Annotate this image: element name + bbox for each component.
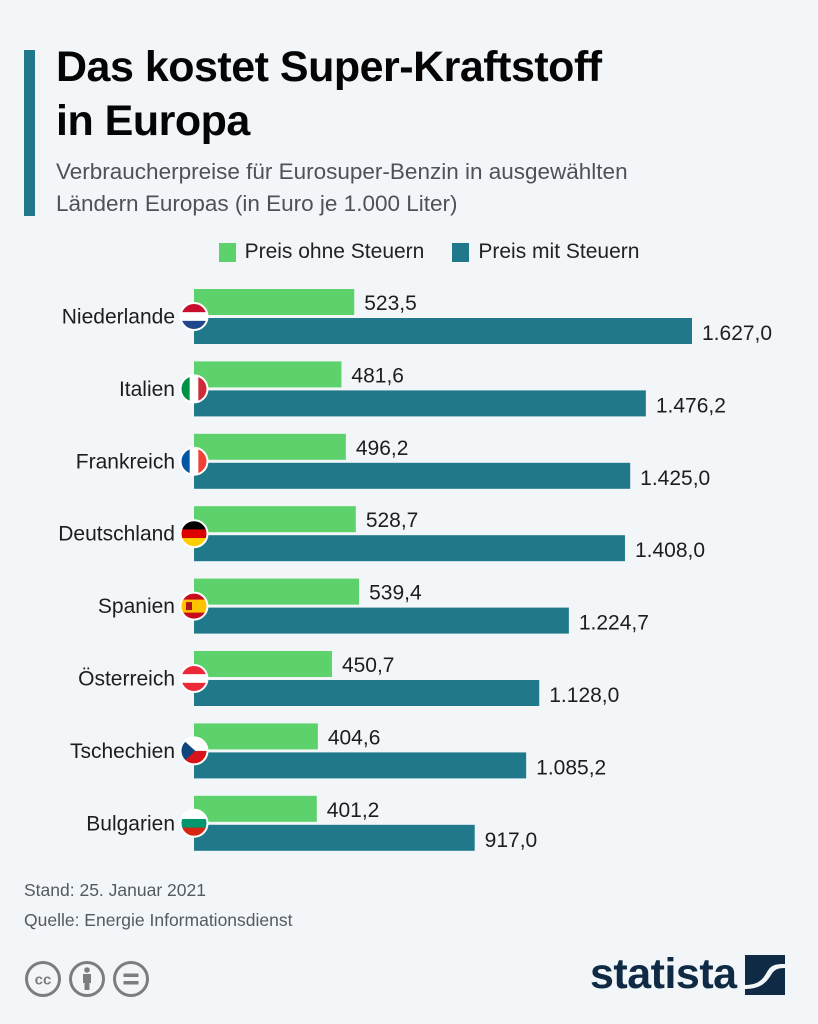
- value-label-mit-steuern: 1.085,2: [536, 756, 606, 779]
- value-label-ohne-steuern: 528,7: [366, 509, 419, 532]
- value-label-ohne-steuern: 539,4: [369, 582, 422, 605]
- bar-group: 481,6 1.476,2 Italien: [119, 361, 726, 417]
- title-line-2: in Europa: [56, 97, 250, 145]
- subtitle-line-1: Verbraucherpreise für Eurosuper-Benzin i…: [56, 159, 628, 184]
- statista-logo-icon: [744, 954, 785, 995]
- bar-group: 404,6 1.085,2 Tschechien: [70, 723, 606, 779]
- value-label-ohne-steuern: 496,2: [356, 437, 409, 460]
- flag-czechia-icon: [181, 737, 207, 764]
- legend-label-mit-steuern: Preis mit Steuern: [478, 240, 640, 263]
- chart-title: Das kostet Super-Kraftstoff in Europa: [56, 40, 796, 148]
- flag-border: [179, 591, 209, 621]
- bar-ohne-steuern: [194, 723, 318, 750]
- flag-border: [179, 446, 209, 476]
- flag-border: [179, 808, 209, 838]
- value-label-mit-steuern: 1.627,0: [702, 322, 772, 345]
- flag-border: [179, 519, 209, 549]
- value-label-ohne-steuern: 404,6: [328, 726, 381, 749]
- bar-mit-steuern: [194, 752, 527, 779]
- legend-swatch-mit-steuern: [452, 242, 470, 262]
- value-label-ohne-steuern: 450,7: [342, 654, 395, 677]
- bar-ohne-steuern: [194, 289, 355, 315]
- category-label: Österreich: [78, 668, 175, 691]
- bar-group: 539,4 1.224,7 Spanien: [98, 578, 649, 635]
- category-label: Frankreich: [76, 450, 175, 473]
- value-label-mit-steuern: 1.128,0: [549, 684, 619, 707]
- footer-date: Stand: 25. Januar 2021: [24, 880, 206, 900]
- bar-mit-steuern: [194, 680, 540, 706]
- value-label-mit-steuern: 1.408,0: [635, 539, 705, 562]
- license-icons: cc: [24, 960, 150, 998]
- bar-group: 401,2 917,0 Bulgarien: [86, 795, 538, 852]
- bar-ohne-steuern: [194, 578, 360, 605]
- bar-mit-steuern: [194, 535, 625, 562]
- flag-austria-icon: [181, 665, 207, 692]
- statista-logo[interactable]: statista: [590, 950, 785, 999]
- bar-chart: 523,5 1.627,0 Niederlande 481,6 1.476,2 Itali…: [58, 289, 772, 852]
- bar-mit-steuern: [194, 607, 569, 634]
- bar-ohne-steuern: [194, 361, 342, 388]
- legend: Preis ohne Steuern Preis mit Steuern: [0, 240, 818, 264]
- value-label-mit-steuern: 1.476,2: [656, 394, 726, 417]
- flag-germany-icon: [181, 520, 207, 547]
- flag-bulgaria-icon: [181, 810, 207, 837]
- legend-swatch-ohne-steuern: [218, 242, 236, 262]
- category-label: Italien: [119, 378, 175, 401]
- cc-icon[interactable]: cc: [24, 960, 62, 998]
- title-accent-bar: [24, 50, 35, 216]
- bar-ohne-steuern: [194, 651, 332, 677]
- flag-france-icon: [181, 448, 207, 475]
- no-derivatives-icon[interactable]: [112, 960, 150, 998]
- legend-item-mit-steuern: Preis mit Steuern: [452, 240, 639, 264]
- bar-group: 523,5 1.627,0 Niederlande: [62, 289, 772, 345]
- flag-border: [179, 374, 209, 404]
- category-label: Spanien: [98, 595, 175, 618]
- svg-text:cc: cc: [35, 972, 52, 989]
- bar-group: 496,2 1.425,0 Frankreich: [76, 433, 710, 490]
- category-label: Deutschland: [58, 523, 175, 546]
- value-label-ohne-steuern: 523,5: [364, 292, 417, 315]
- value-label-ohne-steuern: 481,6: [351, 364, 404, 387]
- flag-italy-icon: [181, 375, 207, 402]
- category-label: Bulgarien: [86, 812, 175, 835]
- category-label: Tschechien: [70, 740, 175, 763]
- bar-ohne-steuern: [194, 795, 317, 822]
- subtitle-line-2: Ländern Europas (in Euro je 1.000 Liter): [56, 191, 458, 216]
- chart-subtitle: Verbraucherpreise für Eurosuper-Benzin i…: [56, 156, 796, 220]
- category-label: Niederlande: [62, 306, 175, 329]
- bar-ohne-steuern: [194, 433, 346, 460]
- flag-border: [179, 302, 209, 331]
- legend-item-ohne-steuern: Preis ohne Steuern: [218, 240, 425, 264]
- title-line-1: Das kostet Super-Kraftstoff: [56, 43, 602, 91]
- flag-border: [179, 736, 209, 766]
- value-label-mit-steuern: 917,0: [485, 829, 538, 852]
- value-label-mit-steuern: 1.224,7: [579, 612, 649, 635]
- legend-label-ohne-steuern: Preis ohne Steuern: [244, 240, 425, 263]
- bar-group: 450,7 1.128,0 Österreich: [78, 651, 619, 707]
- bar-mit-steuern: [194, 462, 631, 489]
- logo-text: statista: [590, 950, 737, 998]
- footer-source: Quelle: Energie Informationsdienst: [24, 910, 293, 930]
- bar-ohne-steuern: [194, 506, 356, 533]
- value-label-mit-steuern: 1.425,0: [640, 467, 710, 490]
- flag-netherlands-icon: [181, 303, 207, 330]
- bar-mit-steuern: [194, 824, 475, 851]
- bar-group: 528,7 1.408,0 Deutschland: [58, 506, 705, 562]
- flag-spain-icon: [181, 593, 207, 620]
- flag-border: [179, 664, 209, 693]
- attribution-icon[interactable]: [68, 960, 106, 998]
- bar-mit-steuern: [194, 318, 692, 344]
- bar-mit-steuern: [194, 390, 646, 417]
- value-label-ohne-steuern: 401,2: [327, 799, 380, 822]
